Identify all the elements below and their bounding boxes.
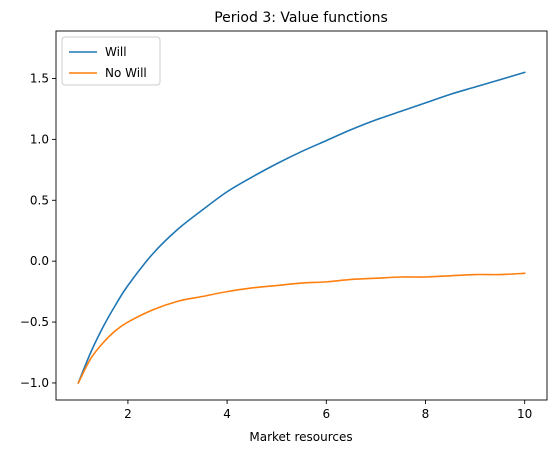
x-tick-label: 2 bbox=[124, 407, 132, 421]
x-axis-label: Market resources bbox=[249, 430, 352, 444]
y-tick-label: −0.5 bbox=[20, 315, 49, 329]
chart-title: Period 3: Value functions bbox=[214, 10, 388, 26]
x-tick-label: 6 bbox=[322, 407, 330, 421]
y-tick-label: 1.0 bbox=[30, 132, 49, 146]
y-tick-label: −1.0 bbox=[20, 376, 49, 390]
y-tick-label: 1.5 bbox=[30, 71, 49, 85]
series-line-will bbox=[77, 71, 526, 384]
x-tick-label: 4 bbox=[223, 407, 231, 421]
legend-label-no-will: No Will bbox=[105, 66, 147, 80]
y-tick-label: 0.0 bbox=[30, 254, 49, 268]
x-tick-label: 8 bbox=[422, 407, 430, 421]
legend: Will No Will bbox=[61, 36, 161, 86]
plot-area: 2 4 6 8 10 −1.0 −0.5 0.0 0.5 1.0 1.5 bbox=[20, 30, 548, 421]
x-tick-label: 10 bbox=[517, 407, 532, 421]
y-tick-label: 0.5 bbox=[30, 193, 49, 207]
legend-label-will: Will bbox=[105, 45, 127, 59]
axes-frame bbox=[55, 30, 548, 401]
series-line-no-will bbox=[77, 272, 526, 385]
